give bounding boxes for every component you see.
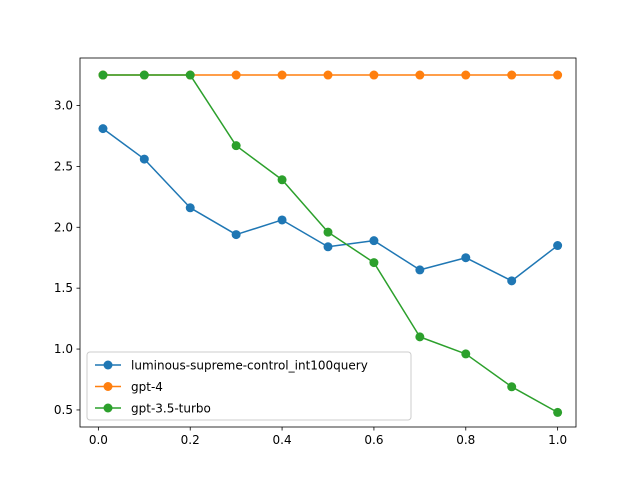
data-point	[415, 70, 425, 80]
data-point	[139, 70, 149, 80]
x-tick-label: 1.0	[548, 433, 567, 447]
data-point	[461, 70, 471, 80]
x-tick-label: 0.8	[456, 433, 475, 447]
x-tick-label: 0.6	[364, 433, 383, 447]
data-point	[369, 258, 379, 268]
data-point	[98, 124, 108, 134]
data-point	[139, 154, 149, 164]
legend-box	[86, 351, 412, 421]
series-2	[98, 70, 563, 417]
series-layer	[98, 70, 563, 417]
data-point	[553, 407, 563, 417]
data-point	[185, 203, 195, 213]
data-point	[507, 70, 517, 80]
y-tick-label: 3.0	[54, 98, 73, 112]
legend-item: gpt-4	[95, 380, 163, 394]
legend-item: luminous-supreme-control_int100query	[95, 359, 368, 373]
data-point	[415, 265, 425, 275]
data-point	[277, 175, 287, 185]
x-tick-label: 0.2	[181, 433, 200, 447]
legend-label: luminous-supreme-control_int100query	[131, 359, 368, 373]
data-point	[98, 70, 108, 80]
legend-marker	[103, 403, 113, 413]
data-point	[323, 242, 333, 252]
data-point	[231, 70, 241, 80]
y-tick-label: 1.0	[54, 342, 73, 356]
data-point	[461, 253, 471, 263]
y-tick-label: 1.5	[54, 281, 73, 295]
x-axis: 0.0 0.2 0.4 0.6 0.8 1.0	[89, 427, 567, 447]
data-point	[231, 141, 241, 151]
legend-marker	[103, 360, 113, 370]
x-tick-label: 0.4	[273, 433, 292, 447]
data-point	[507, 276, 517, 286]
y-tick-label: 2.0	[54, 220, 73, 234]
data-point	[277, 215, 287, 225]
legend-marker	[103, 382, 113, 391]
series-0	[98, 124, 563, 286]
data-point	[507, 382, 517, 392]
data-point	[369, 70, 379, 80]
legend-label: gpt-4	[131, 380, 163, 394]
legend-label: gpt-3.5-turbo	[131, 402, 211, 416]
data-point	[323, 70, 333, 80]
data-point	[323, 227, 333, 237]
data-point	[277, 70, 287, 80]
y-axis: 0.5 1.0 1.5 2.0 2.5 3.0	[54, 98, 80, 417]
data-point	[185, 70, 195, 80]
x-tick-label: 0.0	[89, 433, 108, 447]
data-point	[415, 332, 425, 342]
y-tick-label: 2.5	[54, 159, 73, 173]
y-tick-label: 0.5	[54, 403, 73, 417]
data-point	[369, 236, 379, 246]
data-point	[461, 349, 471, 359]
data-point	[553, 241, 563, 251]
plot-frame	[79, 57, 577, 428]
data-point	[231, 230, 241, 240]
legend-item: gpt-3.5-turbo	[95, 402, 211, 416]
legend: luminous-supreme-control_int100query gpt-…	[86, 351, 412, 421]
data-point	[553, 70, 563, 80]
